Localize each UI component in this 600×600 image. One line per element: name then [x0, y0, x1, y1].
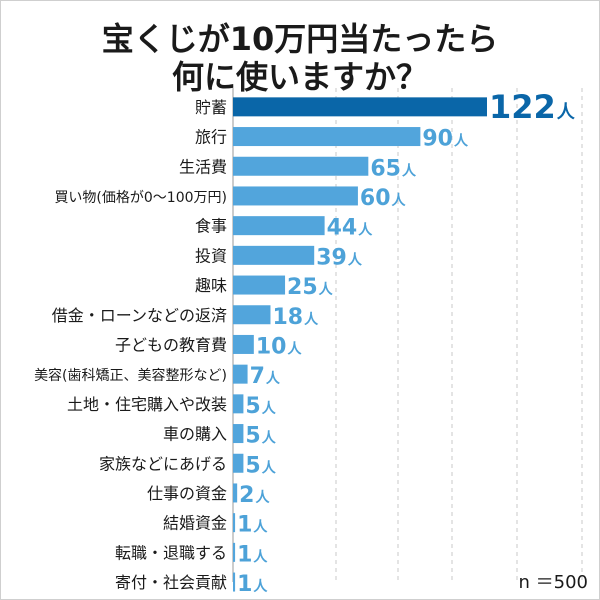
category-label: 子どもの教育費	[115, 335, 227, 354]
value-label: 1人	[237, 542, 268, 567]
bar	[233, 483, 238, 503]
value-label: 1人	[237, 513, 268, 538]
category-label: 買い物(価格が0～100万円)	[54, 190, 227, 206]
bar	[233, 513, 236, 533]
value-label: 10人	[256, 334, 303, 359]
value-label: 2人	[239, 483, 270, 508]
bar	[233, 275, 286, 295]
bar	[233, 186, 358, 206]
bar	[233, 97, 487, 117]
category-label: 美容(歯科矯正、美容整形など)	[34, 367, 227, 384]
bar	[233, 572, 236, 592]
value-label: 7人	[250, 364, 281, 389]
value-label: 39人	[316, 245, 363, 270]
chart-title-line-1: 宝くじが10万円当たったら	[101, 20, 499, 58]
category-label: 借金・ローンなどの返済	[52, 306, 227, 325]
sample-size-note: n ＝500	[518, 572, 589, 593]
category-label: 土地・住宅購入や改装	[67, 395, 227, 414]
bar	[233, 127, 421, 147]
value-label: 1人	[237, 572, 268, 597]
category-label: 食事	[195, 217, 227, 236]
category-label: 投資	[195, 246, 227, 265]
category-label: 結婚資金	[163, 514, 227, 533]
bar	[233, 216, 325, 236]
bar	[233, 364, 248, 384]
value-label: 122人	[489, 88, 576, 126]
value-label: 5人	[245, 424, 276, 449]
bar	[233, 453, 244, 473]
value-label: 60人	[360, 186, 407, 211]
chart-title-line-2: 何に使いますか？	[171, 58, 428, 96]
bar	[233, 394, 244, 414]
value-label: 90人	[422, 127, 469, 152]
bar	[233, 245, 315, 265]
category-label: 家族などにあげる	[99, 454, 227, 473]
category-label: 生活費	[179, 157, 227, 176]
category-label: 転職・退職する	[115, 543, 227, 562]
value-label: 65人	[370, 156, 417, 181]
value-label: 5人	[245, 453, 276, 478]
bar	[233, 542, 236, 562]
value-label: 18人	[272, 305, 319, 330]
category-label: 趣味	[195, 276, 227, 295]
bar	[233, 334, 254, 354]
category-label: 旅行	[195, 128, 227, 147]
value-label: 44人	[327, 216, 374, 241]
value-label: 5人	[245, 394, 276, 419]
category-label: 仕事の資金	[147, 484, 227, 503]
value-label: 25人	[287, 275, 334, 300]
bar	[233, 156, 369, 176]
category-label: 寄付・社会貢献	[115, 573, 227, 592]
category-label: 貯蓄	[195, 98, 227, 117]
bar	[233, 305, 271, 325]
category-label: 車の購入	[163, 425, 227, 444]
bar	[233, 424, 244, 444]
